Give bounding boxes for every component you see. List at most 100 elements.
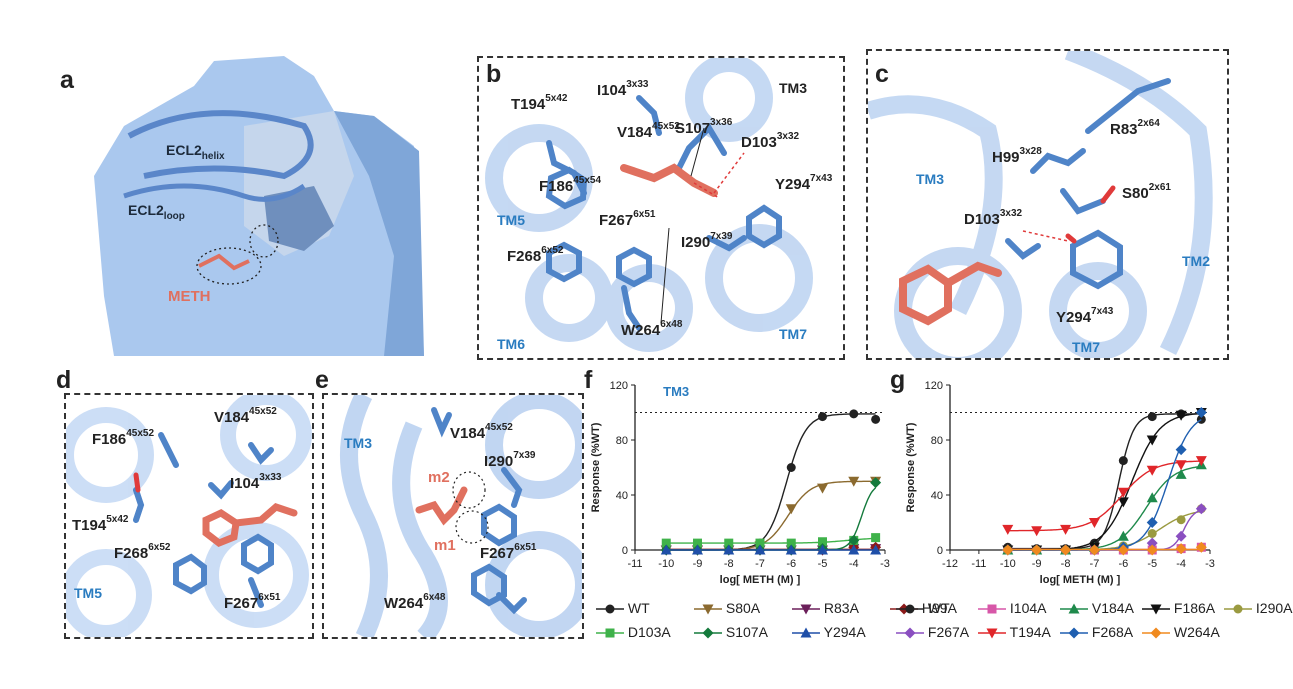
legend-item-y294a: Y294A: [792, 624, 866, 640]
data-point: [871, 533, 881, 543]
y-axis-label: Response (%WT): [590, 422, 602, 512]
data-point: [870, 477, 882, 489]
legend-label: WT: [924, 600, 950, 616]
data-point: [1175, 410, 1187, 421]
data-point: [1118, 456, 1128, 466]
data-point: [786, 463, 796, 472]
legend-item-s107a: S107A: [694, 624, 768, 640]
residue-label-v184: V18445x52: [214, 406, 277, 427]
x-tick-label: -6: [786, 558, 796, 570]
legend-label: T194A: [1006, 624, 1051, 640]
legend-marker: [904, 627, 916, 639]
legend-item-wt: WT: [896, 600, 950, 616]
legend-swatch: [1224, 604, 1252, 614]
meth-label: METH: [168, 288, 211, 305]
subpocket-illustration: [340, 395, 582, 637]
x-tick-label: -12: [942, 558, 958, 570]
tm2-label: TM2: [1182, 253, 1210, 269]
legend-marker: [702, 627, 714, 639]
data-point: [1117, 544, 1129, 556]
legend-label: S107A: [722, 624, 768, 640]
residue-label-v184: V18445x52: [617, 121, 680, 142]
series-f186a: [1002, 408, 1207, 556]
data-point: [1146, 465, 1158, 476]
x-tick-label: -11: [627, 558, 642, 570]
panel-label-c: c: [875, 60, 889, 88]
x-tick-label: -4: [849, 558, 859, 570]
x-tick-label: -5: [1147, 558, 1157, 570]
data-point: [1176, 515, 1186, 525]
data-point: [848, 534, 860, 546]
legend-swatch: [792, 627, 820, 638]
x-tick-label: -3: [1205, 558, 1215, 570]
y-axis-label: Response (%WT): [905, 422, 917, 512]
series-y294a: [660, 544, 882, 555]
y-tick-label: 0: [937, 545, 943, 557]
y-tick-label: 40: [931, 490, 943, 502]
x-axis-label: log[ METH (M) ]: [720, 574, 801, 586]
legend-label: V184A: [1088, 600, 1134, 616]
series-wt: [1003, 409, 1206, 554]
x-tick-label: -4: [1176, 558, 1186, 570]
data-point: [660, 544, 672, 555]
data-point: [870, 544, 882, 555]
x-tick-label: -7: [1090, 558, 1100, 570]
data-point: [785, 504, 797, 515]
legend-marker: [800, 627, 812, 638]
legend-label: I290A: [1252, 600, 1293, 616]
residue-label-i290: I2907x39: [484, 450, 536, 471]
data-point: [1088, 518, 1100, 528]
legend-f: WT S80A R83A H99A D103A S107A Y294A: [596, 600, 957, 660]
panel-label-f: f: [584, 366, 593, 394]
data-point: [1175, 530, 1187, 542]
legend-swatch: [792, 604, 820, 615]
data-point: [1088, 544, 1100, 556]
legend-item-w264a: W264A: [1142, 624, 1220, 640]
legend-swatch: [1060, 603, 1088, 614]
data-point: [1147, 529, 1157, 538]
tm7-label: TM7: [779, 326, 807, 342]
x-tick-label: -11: [971, 558, 986, 570]
legend-marker: [1150, 627, 1162, 639]
data-point: [723, 544, 735, 555]
residue-label-i290: I2907x39: [681, 231, 733, 252]
tm3-label: TM3: [916, 171, 944, 187]
legend-marker: [1068, 627, 1080, 639]
legend-label: D103A: [624, 624, 671, 640]
data-point: [1195, 541, 1207, 553]
legend-marker: [905, 604, 915, 614]
hydrophobic-pocket-illustration: [66, 395, 312, 637]
legend-label: F267A: [924, 624, 970, 640]
y-tick-label: 80: [931, 435, 943, 447]
data-point: [755, 538, 765, 548]
legend-swatch: [694, 604, 722, 615]
series-curve: [1007, 465, 1202, 551]
legend-label: F268A: [1088, 624, 1134, 640]
legend-item-d103a: D103A: [596, 624, 671, 640]
series-v184a: [1002, 459, 1207, 555]
data-point: [1175, 468, 1187, 479]
residue-label-w264: W2646x48: [384, 592, 446, 613]
panel-label-g: g: [890, 366, 906, 394]
polar-network-illustration: [868, 51, 1213, 358]
legend-swatch: [896, 627, 924, 639]
legend-item-f268a: F268A: [1060, 624, 1133, 640]
legend-swatch: [1060, 627, 1088, 639]
ecl2-helix-label: ECL2helix: [166, 142, 225, 162]
residue-label-i104: I1043x33: [230, 472, 282, 493]
legend-item-f186a: F186A: [1142, 600, 1215, 616]
x-axis-label: log[ METH (M) ]: [1040, 574, 1121, 586]
residue-label-i104: I1043x33: [597, 79, 649, 100]
data-point: [1146, 517, 1158, 528]
tm6-label: TM6: [497, 336, 525, 352]
legend-swatch: [694, 627, 722, 639]
ecl2-loop-label: ECL2loop: [128, 202, 185, 222]
x-tick-label: -9: [1032, 558, 1042, 570]
receptor-surface-illustration: [94, 56, 424, 356]
legend-g: WT I104A V184A F186A I290A F267A T194A F…: [896, 600, 1292, 660]
panel-b-binding-pocket: I1043x33 S1073x36 TM3 T1945x42 V18445x52…: [477, 56, 845, 360]
data-point: [817, 483, 828, 494]
panel-c-polar-network: R832x64 H993x28 TM3 S802x61 D1033x32 TM2…: [866, 49, 1229, 360]
data-point: [848, 476, 860, 487]
legend-label: S80A: [722, 600, 761, 616]
